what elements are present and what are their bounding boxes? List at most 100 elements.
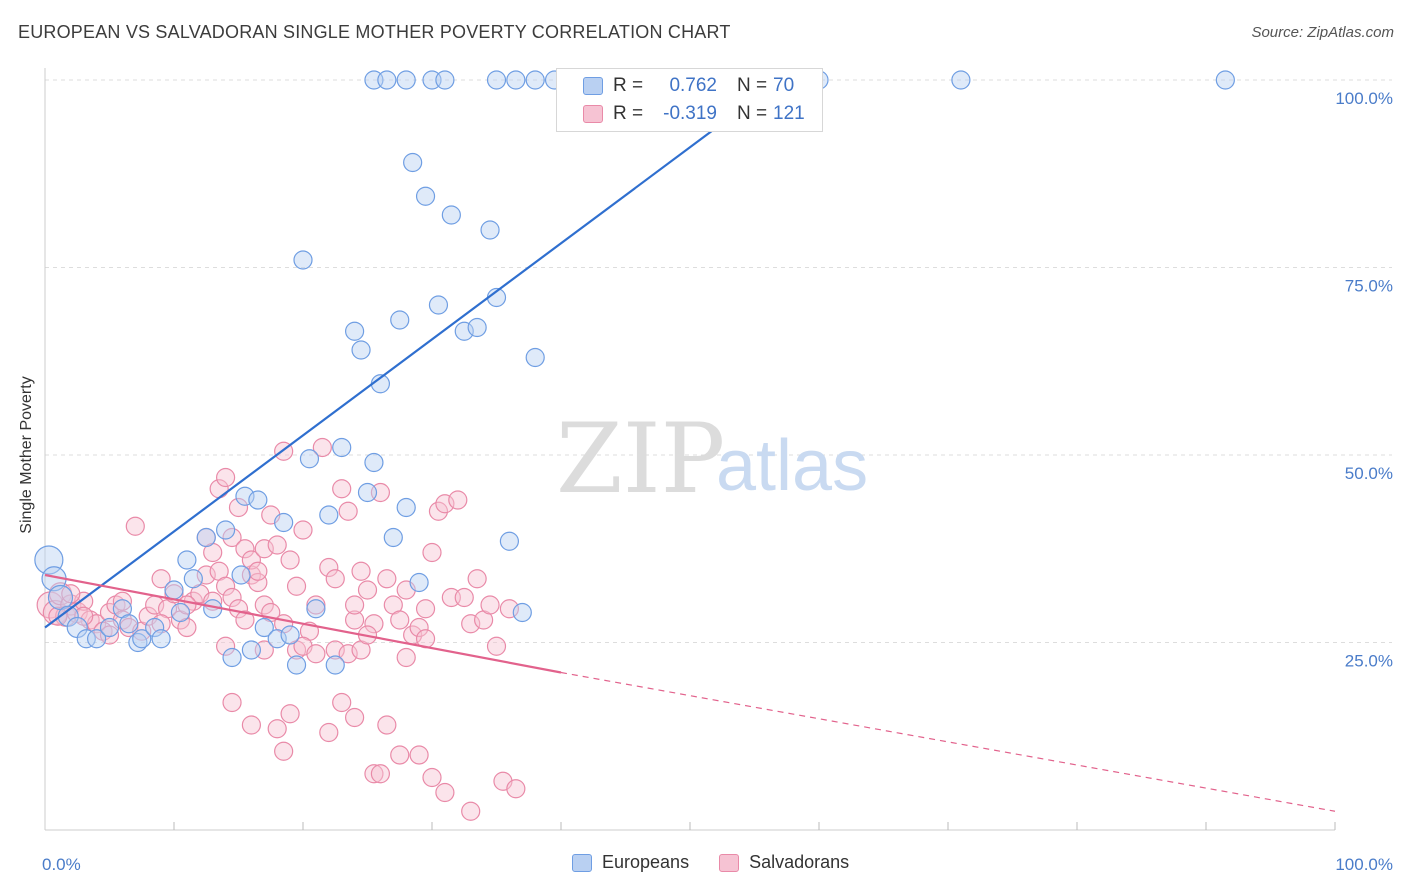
- european-point: [345, 321, 365, 341]
- chart-title: EUROPEAN VS SALVADORAN SINGLE MOTHER POV…: [18, 22, 731, 42]
- axes: [44, 68, 1336, 831]
- salvadoran-point: [409, 617, 429, 638]
- salvadoran-point: [216, 467, 236, 488]
- european-point: [383, 527, 403, 548]
- european-point: [164, 580, 184, 600]
- legend-label-salvadorans: Salvadorans: [749, 852, 850, 872]
- european-point: [403, 152, 423, 173]
- r-label: R =: [613, 103, 644, 124]
- salvadoran-point: [241, 550, 261, 570]
- stats-legend: R = 0.762 N = 70 R = -0.319 N = 121: [556, 68, 823, 132]
- salvadoran-point: [351, 561, 371, 581]
- legend-item-europeans[interactable]: Europeans: [572, 852, 689, 873]
- european-point: [319, 505, 339, 525]
- y-tick-label: 25.0%: [1345, 652, 1393, 671]
- european-point: [57, 605, 79, 627]
- european-point: [280, 625, 300, 645]
- salvadoran-point: [506, 779, 526, 799]
- european-point: [377, 70, 397, 90]
- salvadoran-point: [248, 572, 268, 593]
- european-point: [299, 449, 320, 469]
- salvadoran-point: [280, 550, 300, 570]
- european-point: [364, 452, 384, 473]
- salvadoran-point: [364, 764, 384, 784]
- european-point: [241, 640, 261, 660]
- watermark-zip: ZIP: [556, 403, 725, 515]
- european-point: [254, 617, 274, 638]
- salvadoran-point: [306, 644, 326, 664]
- european-point: [357, 482, 378, 503]
- salvadoran-point: [390, 745, 410, 765]
- european-point: [293, 250, 313, 270]
- european-point: [486, 70, 507, 90]
- europeans-trend-line: [44, 79, 781, 629]
- european-point: [499, 531, 519, 551]
- series-legend: Europeans Salvadorans: [572, 852, 879, 873]
- european-point: [119, 614, 139, 634]
- salvadoran-point: [486, 636, 507, 656]
- salvadoran-point: [357, 580, 378, 600]
- salvadoran-point: [267, 535, 287, 555]
- salvadoran-point: [428, 501, 449, 521]
- european-point: [325, 655, 345, 675]
- n-value: 70: [773, 75, 795, 96]
- salvadoran-point: [390, 610, 410, 630]
- european-point: [216, 520, 236, 540]
- y-tick-label: 100.0%: [1335, 89, 1393, 108]
- legend-swatch-europeans: [583, 77, 603, 95]
- salvadoran-point: [274, 741, 294, 761]
- n-label: N =: [737, 75, 768, 96]
- salvadoran-point: [409, 745, 429, 765]
- european-point: [390, 310, 410, 330]
- european-point: [76, 629, 96, 649]
- legend-row-europeans: R = 0.762 N = 70: [583, 73, 794, 99]
- salvadoran-point: [248, 561, 268, 581]
- salvadoran-point: [216, 576, 236, 596]
- salvadoran-point: [125, 516, 145, 536]
- salvadoran-point: [312, 437, 332, 458]
- n-label: N =: [737, 103, 768, 124]
- n-value: 121: [773, 103, 805, 124]
- salvadoran-point: [267, 719, 287, 739]
- european-point: [86, 629, 107, 649]
- salvadoran-point: [422, 767, 442, 788]
- european-point: [132, 629, 152, 649]
- legend-item-salvadorans[interactable]: Salvadorans: [719, 852, 849, 873]
- european-point: [480, 220, 500, 240]
- european-point: [170, 602, 191, 623]
- european-point: [512, 602, 532, 623]
- salvadoran-point: [345, 707, 365, 728]
- salvadoran-point: [254, 595, 274, 615]
- salvadorans-trend-extension: [560, 671, 1336, 812]
- salvadoran-point: [222, 527, 242, 548]
- salvadoran-point: [332, 692, 352, 713]
- salvadoran-point: [467, 569, 487, 589]
- salvadoran-point: [461, 801, 481, 821]
- european-point: [222, 647, 242, 668]
- salvadoran-point: [364, 614, 384, 634]
- european-point: [415, 186, 436, 206]
- salvadoran-point: [286, 576, 307, 596]
- european-point: [951, 70, 971, 90]
- r-value: -0.319: [663, 103, 717, 124]
- watermark-atlas: atlas: [716, 426, 868, 506]
- salvadoran-point: [241, 715, 261, 735]
- salvadoran-point: [377, 569, 397, 589]
- legend-swatch-europeans: [572, 853, 592, 872]
- european-point: [274, 512, 294, 533]
- european-point: [183, 569, 203, 589]
- r-value: 0.762: [669, 75, 717, 96]
- european-point: [506, 70, 526, 90]
- salvadoran-point: [345, 610, 365, 630]
- european-point: [286, 655, 307, 675]
- salvadoran-point: [338, 501, 358, 521]
- salvadoran-point: [370, 764, 390, 784]
- tick-labels: 25.0% 50.0% 75.0% 100.0% 0.0% 100.0%: [42, 89, 1393, 874]
- european-point: [177, 550, 197, 570]
- salvadoran-point: [377, 715, 397, 735]
- salvadoran-point: [293, 520, 313, 540]
- salvadoran-point: [228, 497, 249, 518]
- european-point: [525, 70, 545, 90]
- salvadoran-point: [280, 704, 300, 724]
